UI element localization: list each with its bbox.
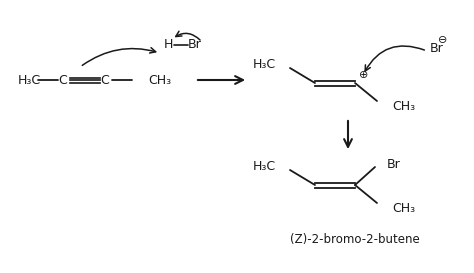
Text: CH₃: CH₃ xyxy=(148,73,171,87)
Text: CH₃: CH₃ xyxy=(392,201,415,215)
Text: C: C xyxy=(59,73,67,87)
Text: CH₃: CH₃ xyxy=(392,99,415,112)
Text: Br: Br xyxy=(188,38,202,52)
Text: H₃C: H₃C xyxy=(18,73,41,87)
Text: H₃C: H₃C xyxy=(253,161,276,174)
Text: Br: Br xyxy=(430,41,444,55)
Text: ⊕: ⊕ xyxy=(359,70,369,80)
Text: H: H xyxy=(164,38,173,52)
Text: H₃C: H₃C xyxy=(253,58,276,72)
Text: Br: Br xyxy=(387,158,401,171)
Text: (Z)-2-bromo-2-butene: (Z)-2-bromo-2-butene xyxy=(290,233,420,247)
Text: ⊖: ⊖ xyxy=(438,35,447,45)
Text: C: C xyxy=(100,73,109,87)
